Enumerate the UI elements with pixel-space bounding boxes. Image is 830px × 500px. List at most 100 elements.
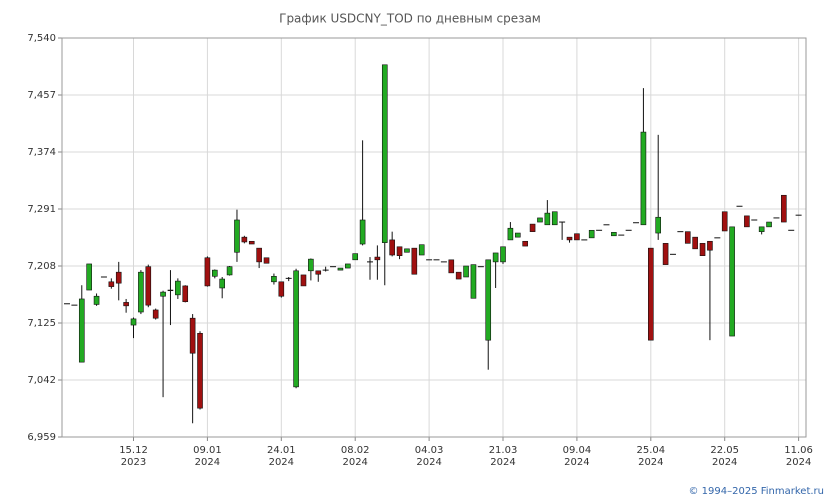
candle-body xyxy=(293,270,299,388)
x-tick-year: 2024 xyxy=(638,457,663,468)
x-tick-label: 09.01 xyxy=(193,445,222,456)
candle-body xyxy=(123,302,129,307)
x-tick-year: 2024 xyxy=(564,457,589,468)
candle-body xyxy=(522,240,528,247)
candle-body xyxy=(455,271,462,280)
candle-body xyxy=(352,253,359,261)
x-tick-year: 2024 xyxy=(269,457,294,468)
candle-body xyxy=(345,263,351,269)
plot-border xyxy=(61,37,807,438)
candle-body xyxy=(256,247,262,263)
y-tick-label: 7,457 xyxy=(27,90,56,101)
candle-body xyxy=(138,271,144,313)
candle-body xyxy=(396,246,403,256)
candle-body xyxy=(707,240,713,251)
x-tick-label: 09.04 xyxy=(563,445,592,456)
candle-body xyxy=(204,257,211,287)
x-tick-label: 15.12 xyxy=(119,445,148,456)
x-tick-year: 2023 xyxy=(121,457,146,468)
candle-body xyxy=(640,131,647,226)
candle-body xyxy=(263,257,270,264)
x-tick-label: 04.03 xyxy=(415,445,444,456)
candle-body xyxy=(374,256,381,261)
candle-body xyxy=(574,233,580,241)
candle-body xyxy=(758,226,765,232)
candle-body xyxy=(219,278,225,289)
candle-body xyxy=(418,244,425,256)
candle-body xyxy=(507,227,514,241)
candle-body xyxy=(197,333,203,409)
candle-body xyxy=(529,223,536,232)
candle-body xyxy=(182,285,189,303)
candle-body xyxy=(692,236,698,250)
candle-body xyxy=(145,266,152,306)
candle-body xyxy=(175,280,181,296)
candle-body xyxy=(93,295,100,305)
candle-body xyxy=(130,318,137,326)
candle-body xyxy=(308,258,314,272)
candle-body xyxy=(684,231,691,244)
candle-body xyxy=(699,243,706,256)
candle-body xyxy=(537,217,543,223)
candle-body xyxy=(721,211,728,232)
candle-body xyxy=(212,269,218,277)
candle-body xyxy=(389,239,395,256)
x-tick-year: 2024 xyxy=(195,457,220,468)
x-tick-year: 2024 xyxy=(712,457,737,468)
candle-body xyxy=(485,259,492,341)
candle-body xyxy=(404,248,410,253)
candle-body xyxy=(411,247,418,275)
candle-body xyxy=(78,298,85,363)
candle-body xyxy=(278,281,285,297)
y-tick-label: 7,291 xyxy=(27,204,56,215)
candle-body xyxy=(611,232,617,237)
candle-body xyxy=(744,215,750,228)
y-tick-label: 7,125 xyxy=(27,318,56,329)
x-tick-label: 21.03 xyxy=(489,445,518,456)
candle-body xyxy=(381,64,388,243)
candle-body xyxy=(86,263,92,291)
x-tick-year: 2024 xyxy=(416,457,441,468)
candle-body xyxy=(551,211,558,226)
candle-body xyxy=(167,289,174,292)
y-tick-label: 7,042 xyxy=(27,375,56,386)
x-tick-year: 2024 xyxy=(342,457,367,468)
candle-body xyxy=(160,291,166,297)
candle-body xyxy=(359,219,366,245)
candle-body xyxy=(766,221,772,228)
x-tick-year: 2024 xyxy=(490,457,515,468)
candle-body xyxy=(648,247,654,341)
candle-body xyxy=(655,216,662,234)
candle-body xyxy=(152,309,159,319)
candle-body xyxy=(662,243,669,265)
x-tick-label: 25.04 xyxy=(636,445,665,456)
y-tick-label: 7,208 xyxy=(27,261,56,272)
candle-body xyxy=(248,240,255,245)
candle-body xyxy=(189,317,196,354)
copyright: © 1994–2025 Finmarket.ru xyxy=(688,486,824,497)
chart-title: График USDCNY_TOD по дневным срезам xyxy=(279,12,541,26)
candle-body xyxy=(241,236,248,243)
candle-body xyxy=(115,271,122,284)
candle-body xyxy=(729,226,735,337)
x-tick-label: 08.02 xyxy=(341,445,370,456)
candle-body xyxy=(514,232,521,238)
candle-body xyxy=(566,236,573,241)
candle-body xyxy=(108,281,115,287)
candle-body xyxy=(234,219,240,253)
y-tick-label: 7,540 xyxy=(27,33,56,44)
x-tick-label: 11.06 xyxy=(784,445,813,456)
candle-body xyxy=(588,229,595,239)
candle-body xyxy=(226,266,233,276)
candle-body xyxy=(448,259,455,274)
candle-body xyxy=(271,276,277,283)
y-tick-label: 7,374 xyxy=(27,147,56,158)
candle-body xyxy=(463,265,469,278)
x-tick-label: 24.01 xyxy=(267,445,296,456)
candle-body xyxy=(544,212,551,226)
candle-body xyxy=(300,274,307,287)
candle-body xyxy=(492,252,499,263)
x-tick-label: 22.05 xyxy=(710,445,739,456)
y-tick-label: 6,959 xyxy=(27,432,56,443)
